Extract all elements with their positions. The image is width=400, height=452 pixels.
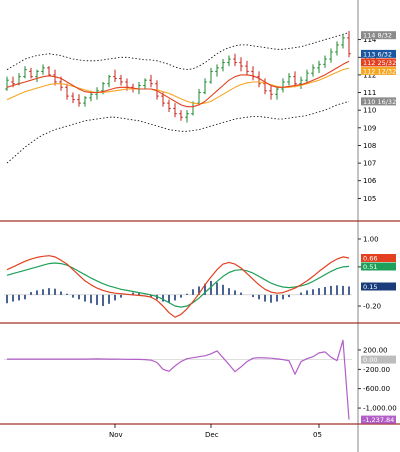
price-badge-bg (361, 97, 396, 106)
cci-badge-label: 0.00 (363, 356, 377, 364)
price-tick-label: 111 (363, 89, 376, 97)
cci-line (7, 339, 350, 420)
moving-average-slow-line (6, 67, 350, 105)
price-badge-label: 114 8/32 (363, 32, 392, 40)
osc-tick-label: -0.20 (363, 303, 381, 311)
price-tick-label: 108 (363, 142, 376, 150)
time-axis-label: 05 (313, 431, 322, 439)
time-axis-label: Dec (205, 431, 219, 439)
osc-badge-bg (361, 262, 396, 271)
price-badge-label: 112 25/32 (363, 59, 396, 67)
cci-badge-bg (361, 355, 396, 364)
price-badge-label: 110 16/32 (363, 98, 396, 106)
osc-badge-label: 0.66 (363, 254, 377, 262)
price-tick-label: 105 (363, 195, 376, 203)
price-badge-bg (361, 66, 396, 75)
cci-tick-label: -200.00 (363, 366, 390, 374)
moving-average-fast-line (6, 60, 350, 108)
price-badge-label: 113 6/32 (363, 50, 392, 58)
price-badge-label: 112 12/32 (363, 67, 396, 75)
upper-band-line (6, 32, 350, 70)
cci-tick-label: -1,000.00 (363, 405, 397, 413)
oscillator-signal-line (6, 262, 350, 308)
price-tick-label: 106 (363, 177, 377, 185)
price-tick-label: 110 (363, 107, 376, 115)
price-badge-bg (361, 58, 396, 67)
osc-badge-bg (361, 254, 396, 262)
price-tick-label: 107 (363, 160, 376, 168)
cci-tick-label: -600.00 (363, 385, 390, 393)
osc-tick-label: 1.00 (363, 236, 379, 244)
osc-badge-bg (361, 282, 396, 291)
price-tick-label: 109 (363, 124, 376, 132)
lower-band-line (6, 101, 350, 164)
price-badge-bg (361, 31, 396, 40)
oscillator-main-line (6, 255, 350, 318)
price-tick-label: 112 (363, 71, 376, 79)
price-badge-bg (361, 49, 396, 58)
cci-badge-bg (361, 415, 396, 424)
osc-badge-label: 0.51 (363, 263, 377, 271)
cci-badge-label: -1,237.84 (363, 416, 394, 424)
cci-tick-label: 200.00 (363, 346, 388, 354)
osc-badge-label: 0.15 (363, 283, 377, 291)
price-tick-label: 114 (363, 36, 377, 44)
time-axis-label: Nov (109, 431, 123, 439)
